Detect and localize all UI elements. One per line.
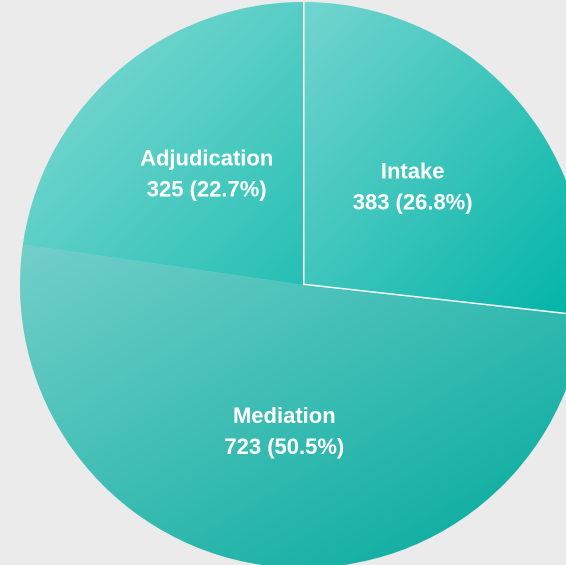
slice-value-label: 325 (22.7%) bbox=[147, 177, 267, 202]
slice-shade bbox=[20, 244, 566, 565]
slice-shade bbox=[22, 2, 303, 285]
slice-value-label: 723 (50.5%) bbox=[224, 434, 344, 459]
slice-label: Intake bbox=[381, 159, 445, 184]
slice-value-label: 383 (26.8%) bbox=[353, 190, 473, 215]
slice-label: Mediation bbox=[233, 403, 336, 428]
slice-shade bbox=[303, 2, 566, 315]
slice-label: Adjudication bbox=[140, 146, 273, 171]
